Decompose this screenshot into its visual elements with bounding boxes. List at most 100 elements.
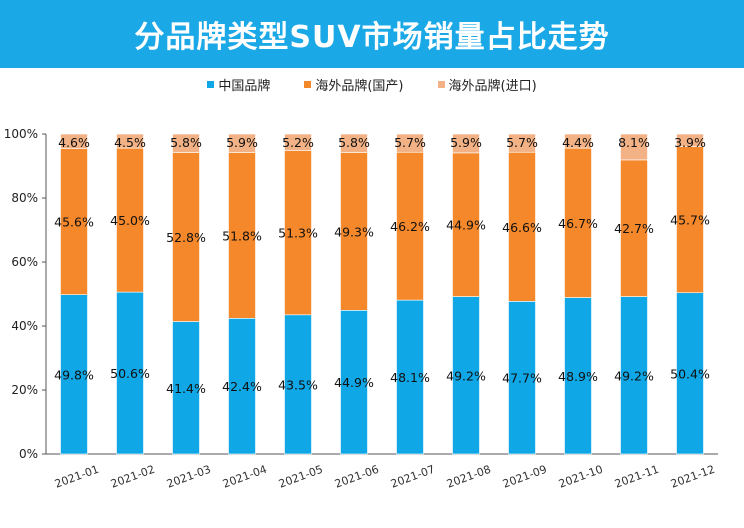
bar-segment — [172, 321, 200, 455]
bar-segment — [508, 301, 536, 455]
x-tick-label: 2021-06 — [333, 463, 381, 491]
bar-segment — [620, 133, 648, 161]
x-tick-label: 2021-09 — [501, 463, 549, 491]
bar-segment — [116, 147, 144, 293]
y-tick-label: 0% — [19, 447, 38, 461]
bar-segment — [396, 151, 424, 301]
x-tick-label: 2021-08 — [445, 463, 493, 491]
data-label: 42.4% — [222, 379, 262, 394]
data-label: 45.0% — [110, 213, 150, 228]
data-label: 4.6% — [58, 135, 90, 150]
data-label: 51.8% — [222, 228, 262, 243]
bar-segment — [340, 152, 368, 311]
data-label: 5.7% — [506, 135, 538, 150]
x-tick-label: 2021-10 — [557, 463, 605, 491]
bar-segment — [340, 310, 368, 455]
data-label: 4.5% — [114, 135, 146, 150]
data-label: 46.6% — [502, 220, 542, 235]
bar-segment — [228, 152, 256, 319]
data-label: 41.4% — [166, 381, 206, 396]
x-tick-label: 2021-12 — [669, 463, 717, 491]
bar-segment — [60, 133, 88, 150]
bar-segment — [284, 314, 312, 455]
y-tick-label: 100% — [4, 127, 38, 141]
bar-segment — [172, 133, 200, 153]
data-label: 44.9% — [446, 218, 486, 233]
data-label: 49.8% — [54, 367, 94, 382]
data-label: 46.7% — [558, 216, 598, 231]
legend-swatch-china — [207, 80, 215, 88]
data-label: 3.9% — [674, 135, 706, 150]
bar-segment — [228, 133, 256, 153]
bar-segment — [620, 296, 648, 455]
bar-segment — [172, 152, 200, 322]
data-label: 45.6% — [54, 215, 94, 230]
data-label: 5.9% — [450, 135, 482, 150]
y-tick-label: 40% — [11, 319, 38, 333]
bar-segment — [676, 292, 704, 455]
x-tick-label: 2021-11 — [613, 463, 661, 491]
bar-segment — [60, 294, 88, 455]
chart-title: 分品牌类型SUV市场销量占比走势 — [0, 0, 744, 68]
y-tick-label: 20% — [11, 383, 38, 397]
data-label: 5.8% — [170, 135, 202, 150]
data-label: 51.3% — [278, 226, 318, 241]
bar-segment — [116, 133, 144, 149]
data-label: 5.9% — [226, 135, 258, 150]
data-label: 5.8% — [338, 135, 370, 150]
data-label: 50.4% — [670, 366, 710, 381]
data-label: 44.9% — [334, 375, 374, 390]
data-label: 49.3% — [334, 224, 374, 239]
legend-item-overseas-import: 海外品牌(进口) — [437, 75, 537, 94]
legend-item-overseas-domestic: 海外品牌(国产) — [304, 75, 404, 94]
legend: 中国品牌 海外品牌(国产) 海外品牌(进口) — [0, 74, 744, 94]
data-label: 5.2% — [282, 135, 314, 150]
legend-label-china: 中国品牌 — [218, 78, 271, 94]
data-label: 49.2% — [614, 368, 654, 383]
data-label: 8.1% — [618, 135, 650, 150]
data-label: 45.7% — [670, 213, 710, 228]
bar-segment — [60, 148, 88, 295]
x-tick-label: 2021-04 — [221, 463, 269, 491]
bar-segment — [564, 297, 592, 455]
legend-label-overseas-import: 海外品牌(进口) — [448, 78, 537, 94]
data-label: 48.1% — [390, 370, 430, 385]
y-tick-label: 80% — [11, 191, 38, 205]
bar-segment — [508, 151, 536, 302]
bar-segment — [564, 147, 592, 298]
bar-segment — [564, 133, 592, 149]
data-label: 48.9% — [558, 369, 598, 384]
x-tick-label: 2021-03 — [165, 463, 213, 491]
data-label: 50.6% — [110, 366, 150, 381]
data-label: 52.8% — [166, 230, 206, 245]
legend-label-overseas-domestic: 海外品牌(国产) — [315, 78, 404, 94]
data-label: 47.7% — [502, 371, 542, 386]
x-tick-label: 2021-02 — [109, 463, 157, 491]
bar-segment — [452, 152, 480, 297]
bar-segment — [452, 296, 480, 455]
bar-segment — [340, 133, 368, 153]
legend-swatch-overseas-domestic — [304, 80, 312, 88]
bar-segment — [284, 150, 312, 316]
bar-segment — [284, 133, 312, 151]
x-tick-label: 2021-05 — [277, 463, 325, 491]
data-label: 42.7% — [614, 221, 654, 236]
bar-segment — [452, 133, 480, 154]
data-label: 5.7% — [394, 135, 426, 150]
bar-segment — [396, 299, 424, 455]
legend-item-china: 中国品牌 — [207, 75, 270, 94]
y-tick-label: 60% — [11, 255, 38, 269]
bar-segment — [228, 318, 256, 455]
x-tick-label: 2021-07 — [389, 463, 437, 491]
data-label: 46.2% — [390, 219, 430, 234]
legend-swatch-overseas-import — [437, 80, 445, 88]
data-label: 49.2% — [446, 368, 486, 383]
x-tick-label: 2021-01 — [53, 463, 101, 491]
bar-segment — [116, 291, 144, 455]
bar-segment — [676, 146, 704, 294]
data-label: 43.5% — [278, 377, 318, 392]
bar-segment — [676, 133, 704, 147]
data-label: 4.4% — [562, 135, 594, 150]
bar-segment — [508, 133, 536, 153]
